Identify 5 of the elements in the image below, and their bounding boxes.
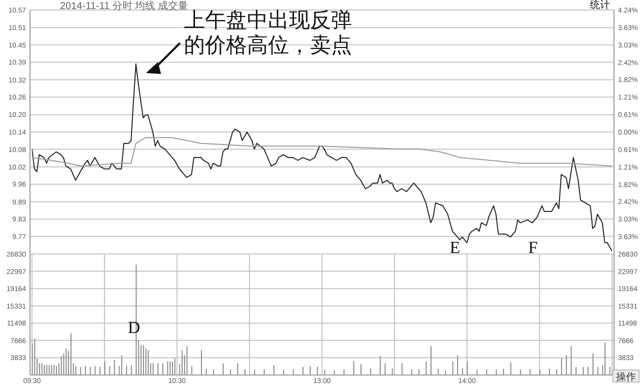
text: 操作 [616, 371, 636, 383]
annotation: E [450, 238, 460, 257]
annotation: F [528, 238, 538, 257]
line-series [32, 63, 612, 252]
annotation: D [128, 318, 140, 337]
